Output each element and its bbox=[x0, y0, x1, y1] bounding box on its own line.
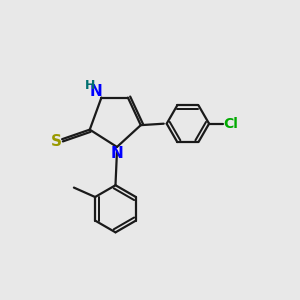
Text: Cl: Cl bbox=[223, 117, 238, 131]
Text: N: N bbox=[111, 146, 123, 161]
Text: H: H bbox=[85, 79, 95, 92]
Text: S: S bbox=[50, 134, 62, 149]
Text: N: N bbox=[90, 84, 103, 99]
